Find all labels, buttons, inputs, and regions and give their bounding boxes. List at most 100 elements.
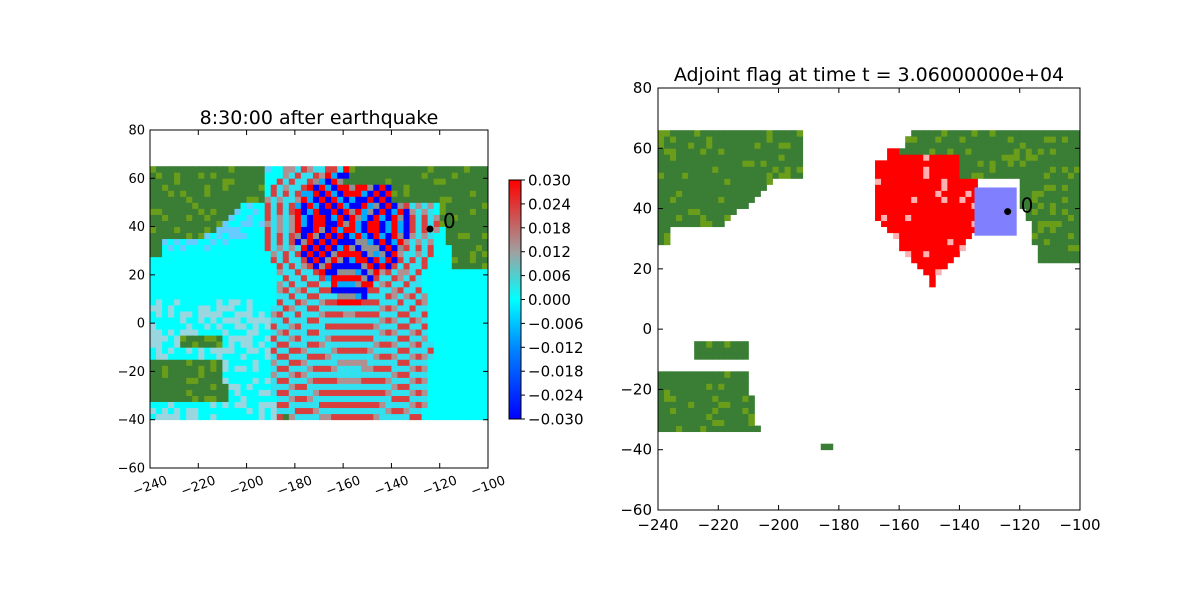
heatmap-left-cell xyxy=(325,274,332,282)
heatmap-left-cell xyxy=(469,268,477,276)
heatmap-right-cell xyxy=(724,196,731,203)
heatmap-left-cell xyxy=(397,395,404,403)
heatmap-right-cell xyxy=(953,250,960,258)
heatmap-left-cell xyxy=(312,280,320,288)
heatmap-right-cell xyxy=(1067,226,1075,234)
heatmap-right-cell xyxy=(899,202,906,209)
heatmap-left-cell xyxy=(355,401,362,409)
heatmap-left-cell xyxy=(361,274,368,282)
heatmap-right-cell xyxy=(688,184,695,191)
heatmap-right-cell xyxy=(718,154,725,161)
heatmap-left-cell xyxy=(312,256,320,264)
heatmap-left-cell xyxy=(192,214,199,221)
heatmap-right-cell xyxy=(778,142,785,149)
heatmap-left-cell xyxy=(475,220,483,227)
heatmap-left-cell xyxy=(240,214,247,221)
heatmap-right-cell xyxy=(1067,178,1075,185)
heatmap-right-cell xyxy=(676,190,683,197)
heatmap-left-cell xyxy=(331,178,338,185)
heatmap-left-cell xyxy=(481,250,488,258)
heatmap-right-cell xyxy=(688,148,695,155)
heatmap-right-cell xyxy=(694,347,701,354)
heatmap-left-cell xyxy=(222,274,229,282)
heatmap-left-cell xyxy=(409,359,416,366)
heatmap-left-cell xyxy=(300,190,308,197)
heatmap-left-cell xyxy=(162,286,169,294)
heatmap-left-cell xyxy=(475,299,483,306)
heatmap-left-cell xyxy=(361,262,368,270)
heatmap-right xyxy=(658,130,1080,451)
heatmap-left-cell xyxy=(234,214,241,221)
heatmap-right-cell xyxy=(1061,184,1069,191)
heatmap-right-cell xyxy=(706,371,713,378)
heatmap-left-cell xyxy=(367,172,374,179)
heatmap-right-cell xyxy=(754,130,761,137)
heatmap-left-cell xyxy=(270,196,278,203)
heatmap-left-cell xyxy=(186,268,193,276)
heatmap-right-cell xyxy=(664,220,671,228)
heatmap-right-cell xyxy=(790,148,798,155)
heatmap-left-cell xyxy=(349,347,356,354)
heatmap-left-cell xyxy=(174,166,181,173)
heatmap-right-cell xyxy=(971,136,978,143)
heatmap-left-cell xyxy=(451,401,459,409)
heatmap-left-cell xyxy=(258,226,266,234)
heatmap-left-cell xyxy=(186,178,193,185)
heatmap-left-cell xyxy=(439,311,447,318)
heatmap-right-cell xyxy=(736,413,743,420)
heatmap-left-cell xyxy=(463,286,471,294)
heatmap-left-cell xyxy=(475,377,483,384)
heatmap-left-cell xyxy=(325,238,332,246)
heatmap-left-cell xyxy=(397,413,404,421)
heatmap-left-cell xyxy=(325,389,332,396)
heatmap-left-cell xyxy=(294,244,302,252)
heatmap-left-cell xyxy=(397,389,404,396)
heatmap-right-cell xyxy=(784,160,792,167)
heatmap-right-cell xyxy=(1049,232,1057,240)
heatmap-left-cell xyxy=(349,401,356,409)
heatmap-left-cell xyxy=(445,166,453,173)
chart-left-xtick-label: −140 xyxy=(372,473,411,499)
heatmap-left-cell xyxy=(481,202,488,209)
heatmap-right-cell xyxy=(670,377,677,384)
heatmap-right-cell xyxy=(899,238,906,246)
heatmap-right-cell xyxy=(742,377,749,384)
heatmap-right-cell xyxy=(730,371,737,378)
heatmap-left-cell xyxy=(228,202,235,209)
heatmap-left-cell xyxy=(300,335,308,342)
heatmap-left-cell xyxy=(337,262,344,270)
heatmap-right-cell xyxy=(1031,160,1039,167)
heatmap-left-cell xyxy=(216,274,223,282)
heatmap-right-cell xyxy=(724,154,731,161)
heatmap-left-cell xyxy=(451,413,459,421)
heatmap-left-cell xyxy=(246,244,254,252)
heatmap-left-cell xyxy=(331,286,338,294)
heatmap-left-cell xyxy=(421,359,429,366)
heatmap-right-cell xyxy=(1067,184,1075,191)
heatmap-left-cell xyxy=(457,335,465,342)
heatmap-left-cell xyxy=(361,244,368,252)
heatmap-right-cell xyxy=(1019,166,1027,173)
heatmap-left-cell xyxy=(391,280,398,288)
heatmap-right-cell xyxy=(700,419,707,426)
heatmap-right-cell xyxy=(875,160,882,167)
heatmap-left-cell xyxy=(421,196,429,203)
heatmap-left-cell xyxy=(204,166,211,173)
heatmap-right-cell xyxy=(887,190,894,197)
heatmap-left-cell xyxy=(331,166,338,173)
colorbar-ticks: 0.0300.0240.0180.0120.0060.000−0.006−0.0… xyxy=(521,172,584,429)
heatmap-left-cell xyxy=(415,311,423,318)
heatmap-right-cell xyxy=(935,226,942,234)
heatmap-right-cell xyxy=(754,142,761,149)
heatmap-right-cell xyxy=(676,142,683,149)
heatmap-right-cell xyxy=(730,160,737,167)
heatmap-left-cell xyxy=(415,353,423,360)
heatmap-left-cell xyxy=(192,184,199,191)
heatmap-right-cell xyxy=(893,214,900,222)
heatmap-left-cell xyxy=(222,184,229,191)
heatmap-left-cell xyxy=(439,365,447,372)
heatmap-left-cell xyxy=(445,280,453,288)
heatmap-left-cell xyxy=(445,341,453,348)
heatmap-right-cell xyxy=(676,419,683,426)
heatmap-left-cell xyxy=(258,299,266,306)
